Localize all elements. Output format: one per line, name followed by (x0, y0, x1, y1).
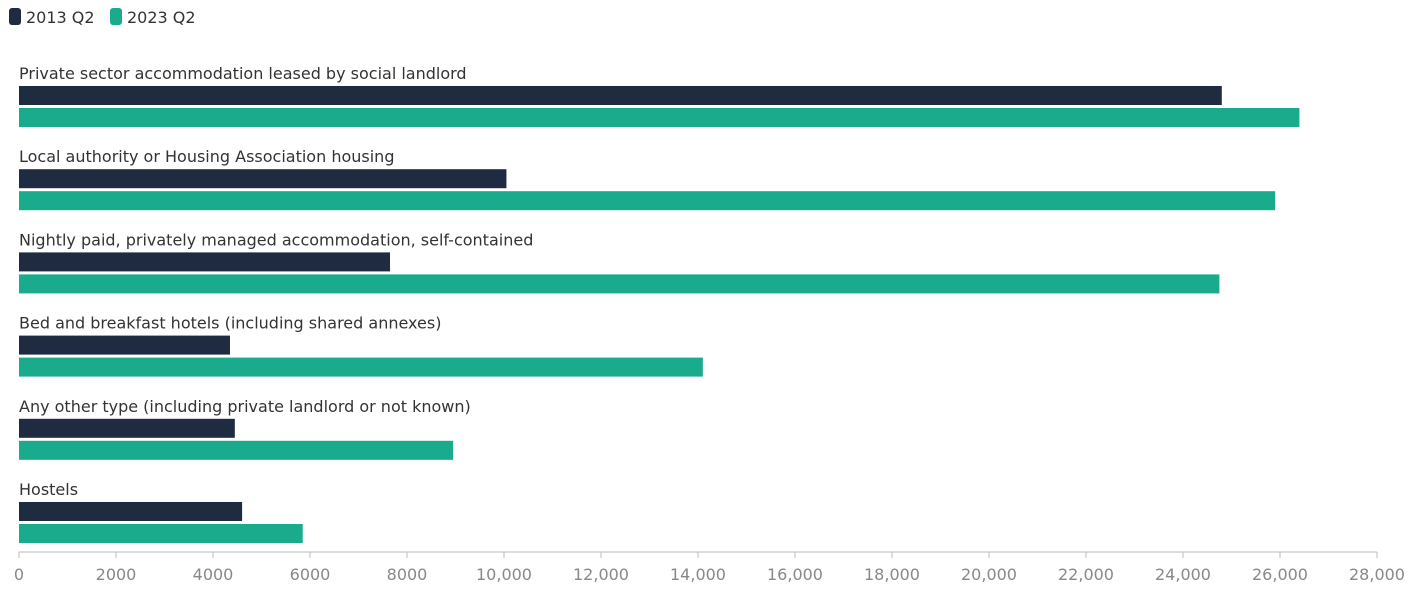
x-tick-label: 28,000 (1349, 565, 1405, 584)
bar-2013-q2[interactable] (19, 252, 391, 272)
legend-label: 2013 Q2 (26, 8, 95, 27)
bar-2023-q2[interactable] (19, 108, 1300, 127)
x-tick-label: 4000 (193, 565, 234, 584)
bar-2013-q2[interactable] (19, 418, 235, 438)
bar-2023-q2[interactable] (19, 524, 303, 543)
x-tick-label: 6000 (290, 565, 331, 584)
category-group: Local authority or Housing Association h… (19, 147, 1276, 211)
legend: 2013 Q2 2023 Q2 (9, 8, 196, 27)
category-label: Private sector accommodation leased by s… (19, 64, 467, 83)
category-group: Hostels (19, 480, 303, 543)
category-group: Private sector accommodation leased by s… (19, 64, 1300, 127)
x-tick-label: 14,000 (670, 565, 726, 584)
x-tick-label: 22,000 (1058, 565, 1114, 584)
bar-2013-q2[interactable] (19, 502, 243, 521)
legend-item-1[interactable]: 2013 Q2 (9, 8, 95, 27)
x-tick-label: 12,000 (573, 565, 629, 584)
x-tick-label: 0 (14, 565, 24, 584)
bar-2023-q2[interactable] (19, 191, 1276, 211)
x-tick-label: 16,000 (767, 565, 823, 584)
bar-2013-q2[interactable] (19, 169, 507, 189)
bar-2013-q2[interactable] (19, 335, 230, 355)
category-label: Any other type (including private landlo… (19, 397, 471, 416)
legend-swatch (9, 8, 21, 25)
x-tick-label: 26,000 (1252, 565, 1308, 584)
legend-label: 2023 Q2 (127, 8, 196, 27)
x-tick-label: 2000 (96, 565, 137, 584)
legend-swatch (110, 8, 122, 25)
bar-2013-q2[interactable] (19, 86, 1222, 105)
x-axis: 0 2000 4000 6000 8000 10,000 12,000 14,000 16,00… (14, 551, 1405, 584)
category-group: Nightly paid, privately managed accommod… (19, 230, 1220, 294)
category-group: Any other type (including private landlo… (19, 397, 471, 460)
category-groups: Private sector accommodation leased by s… (19, 64, 1300, 543)
x-tick-label: 24,000 (1155, 565, 1211, 584)
x-tick-label: 18,000 (864, 565, 920, 584)
category-label: Local authority or Housing Association h… (19, 147, 394, 166)
category-label: Nightly paid, privately managed accommod… (19, 230, 533, 249)
legend-item-2[interactable]: 2023 Q2 (110, 8, 196, 27)
category-label: Bed and breakfast hotels (including shar… (19, 314, 441, 333)
category-group: Bed and breakfast hotels (including shar… (19, 314, 703, 377)
bar-2023-q2[interactable] (19, 357, 703, 377)
bar-2023-q2[interactable] (19, 440, 454, 460)
category-label: Hostels (19, 480, 78, 499)
x-tick-label: 20,000 (961, 565, 1017, 584)
x-tick-label: 10,000 (476, 565, 532, 584)
x-tick-label: 8000 (387, 565, 428, 584)
bar-2023-q2[interactable] (19, 274, 1220, 294)
